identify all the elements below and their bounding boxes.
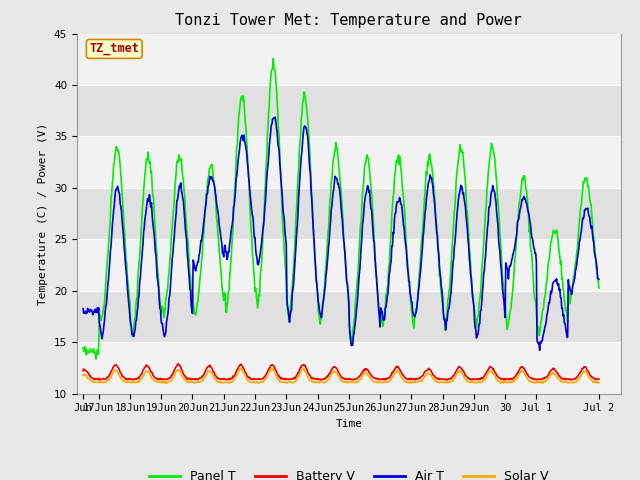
Bar: [77, 291, 621, 342]
Solar V: [145, 369, 152, 375]
Battery V: [595, 376, 603, 382]
Panel T: [79, 345, 87, 351]
Battery V: [259, 376, 267, 382]
Panel T: [99, 307, 107, 312]
X-axis label: Time: Time: [335, 419, 362, 429]
Panel T: [436, 272, 444, 278]
Bar: [77, 342, 621, 394]
Solar V: [283, 381, 291, 386]
Solar V: [259, 379, 267, 385]
Bar: [77, 136, 621, 188]
Y-axis label: Temperature (C) / Power (V): Temperature (C) / Power (V): [38, 122, 48, 305]
Solar V: [99, 379, 106, 385]
Air T: [595, 276, 603, 282]
Legend: Panel T, Battery V, Air T, Solar V: Panel T, Battery V, Air T, Solar V: [144, 465, 554, 480]
Panel T: [145, 158, 153, 164]
Title: Tonzi Tower Met: Temperature and Power: Tonzi Tower Met: Temperature and Power: [175, 13, 522, 28]
Panel T: [259, 235, 267, 240]
Panel T: [595, 285, 603, 291]
Battery V: [174, 361, 182, 367]
Bar: [77, 240, 621, 291]
Air T: [145, 196, 152, 202]
Air T: [79, 306, 87, 312]
Battery V: [435, 376, 443, 382]
Air T: [489, 183, 497, 189]
Battery V: [145, 363, 152, 369]
Line: Air T: Air T: [83, 117, 599, 350]
Battery V: [580, 364, 588, 370]
Solar V: [436, 380, 444, 385]
Battery V: [443, 377, 451, 383]
Line: Battery V: Battery V: [83, 364, 599, 380]
Solar V: [79, 372, 87, 378]
Air T: [271, 114, 279, 120]
Bar: [77, 85, 621, 136]
Solar V: [237, 365, 244, 371]
Solar V: [490, 371, 497, 376]
Panel T: [580, 178, 588, 184]
Panel T: [92, 356, 100, 362]
Panel T: [269, 56, 277, 61]
Text: TZ_tmet: TZ_tmet: [90, 42, 139, 55]
Bar: [77, 34, 621, 85]
Battery V: [79, 368, 87, 373]
Air T: [99, 332, 106, 338]
Air T: [580, 207, 588, 213]
Air T: [259, 234, 266, 240]
Battery V: [99, 376, 106, 382]
Air T: [536, 348, 543, 353]
Air T: [435, 261, 443, 267]
Solar V: [580, 369, 588, 374]
Line: Solar V: Solar V: [83, 368, 599, 384]
Battery V: [490, 366, 497, 372]
Bar: [77, 188, 621, 240]
Solar V: [595, 380, 603, 385]
Line: Panel T: Panel T: [83, 59, 599, 359]
Panel T: [490, 149, 497, 155]
